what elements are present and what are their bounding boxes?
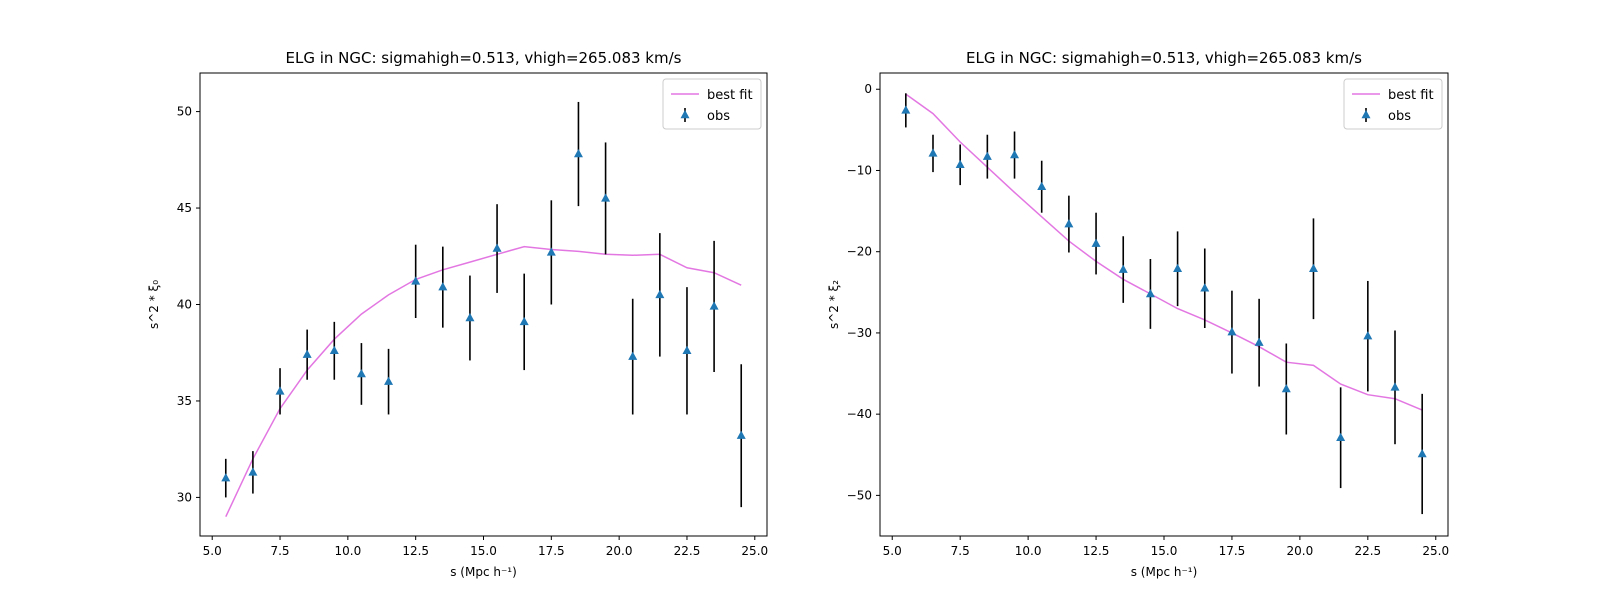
x-tick-label: 15.0 [1151,544,1178,558]
data-point-obs [465,313,475,322]
data-point-obs [655,289,665,299]
data-point-obs [682,345,692,355]
legend-label-best-fit: best fit [707,88,753,103]
data-point-obs [1254,337,1264,346]
data-point-obs [1308,263,1318,273]
plot-frame [199,72,768,537]
data-point-obs [1200,283,1210,292]
legend-label-obs: obs [1388,109,1411,124]
legend-label-best-fit: best fit [1388,88,1434,103]
y-tick-label: −10 [847,163,872,177]
y-tick-label: 45 [177,201,192,215]
x-tick-label: 17.5 [538,544,565,558]
y-tick-label: −30 [847,326,872,340]
x-tick-label: 10.0 [1015,544,1042,558]
data-point-obs [1417,448,1427,458]
chart-title: ELG in NGC: sigmahigh=0.513, vhigh=265.0… [966,49,1362,67]
legend: best fit obs [662,78,762,130]
data-point-obs [601,193,611,202]
y-tick-label: 0 [864,82,872,96]
data-point-obs [302,349,312,358]
data-point-obs [1064,219,1074,228]
x-tick-label: 20.0 [1287,544,1314,558]
y-tick-label: 50 [177,105,192,119]
chart-panel-1: ELG in NGC: sigmahigh=0.513, vhigh=265.0… [147,49,768,579]
data-point-obs [492,243,502,252]
data-point-obs [248,467,258,476]
legend-label-obs: obs [707,109,730,124]
data-point-obs [546,247,556,256]
chart-panel-2: ELG in NGC: sigmahigh=0.513, vhigh=265.0… [827,49,1449,579]
x-axis-label: s (Mpc h⁻¹) [1131,565,1198,579]
data-point-obs [928,148,938,157]
x-axis-label: s (Mpc h⁻¹) [450,565,517,579]
x-tick-label: 15.0 [470,544,497,558]
plot-frame [879,72,1449,537]
data-point-obs [411,276,421,285]
y-tick-label: −50 [847,488,872,502]
chart-title: ELG in NGC: sigmahigh=0.513, vhigh=265.0… [286,49,682,67]
y-axis-label: s^2 * ξ₂ [827,280,841,329]
x-tick-label: 5.0 [203,544,222,558]
series-line-best-fit [225,245,742,518]
x-tick-label: 12.5 [1083,544,1110,558]
data-point-obs [736,430,746,439]
legend-swatch-obs [680,110,690,119]
x-tick-label: 10.0 [334,544,361,558]
y-tick-label: 35 [177,394,192,408]
x-tick-label: 5.0 [883,544,902,558]
data-point-obs [1010,150,1020,159]
data-point-obs [901,105,911,114]
data-point-obs [1390,382,1400,391]
data-point-obs [1037,181,1047,190]
data-point-obs [275,386,285,395]
x-tick-label: 25.0 [1422,544,1449,558]
data-point-obs [1281,383,1291,393]
data-point-obs [356,368,366,378]
data-point-obs [1145,288,1155,298]
data-point-obs [573,149,583,158]
data-point-obs [628,351,638,360]
data-point-obs [709,301,719,310]
x-tick-label: 7.5 [951,544,970,558]
y-tick-label: −20 [847,245,872,259]
data-point-obs [329,345,339,355]
data-point-obs [1091,238,1101,247]
x-tick-label: 20.0 [606,544,633,558]
legend-swatch-obs [1361,110,1371,119]
data-point-obs [1363,331,1373,340]
y-axis-label: s^2 * ξ₀ [147,280,161,329]
data-point-obs [955,159,965,169]
data-point-obs [519,316,529,326]
series-line-best-fit [905,93,1423,411]
data-point-obs [1336,432,1346,441]
data-point-obs [1173,263,1183,273]
x-tick-label: 22.5 [1354,544,1381,558]
y-tick-label: 40 [177,298,192,312]
x-tick-label: 25.0 [741,544,768,558]
data-point-obs [982,151,992,160]
x-tick-label: 7.5 [270,544,289,558]
x-tick-label: 12.5 [402,544,429,558]
x-tick-label: 22.5 [674,544,701,558]
data-point-obs [221,473,231,482]
y-tick-label: 30 [177,490,192,504]
y-tick-label: −40 [847,407,872,421]
data-point-obs [1227,327,1237,336]
x-tick-label: 17.5 [1219,544,1246,558]
data-point-obs [384,376,394,385]
data-point-obs [438,282,448,291]
data-point-obs [1118,264,1128,273]
legend: best fit obs [1343,78,1443,130]
